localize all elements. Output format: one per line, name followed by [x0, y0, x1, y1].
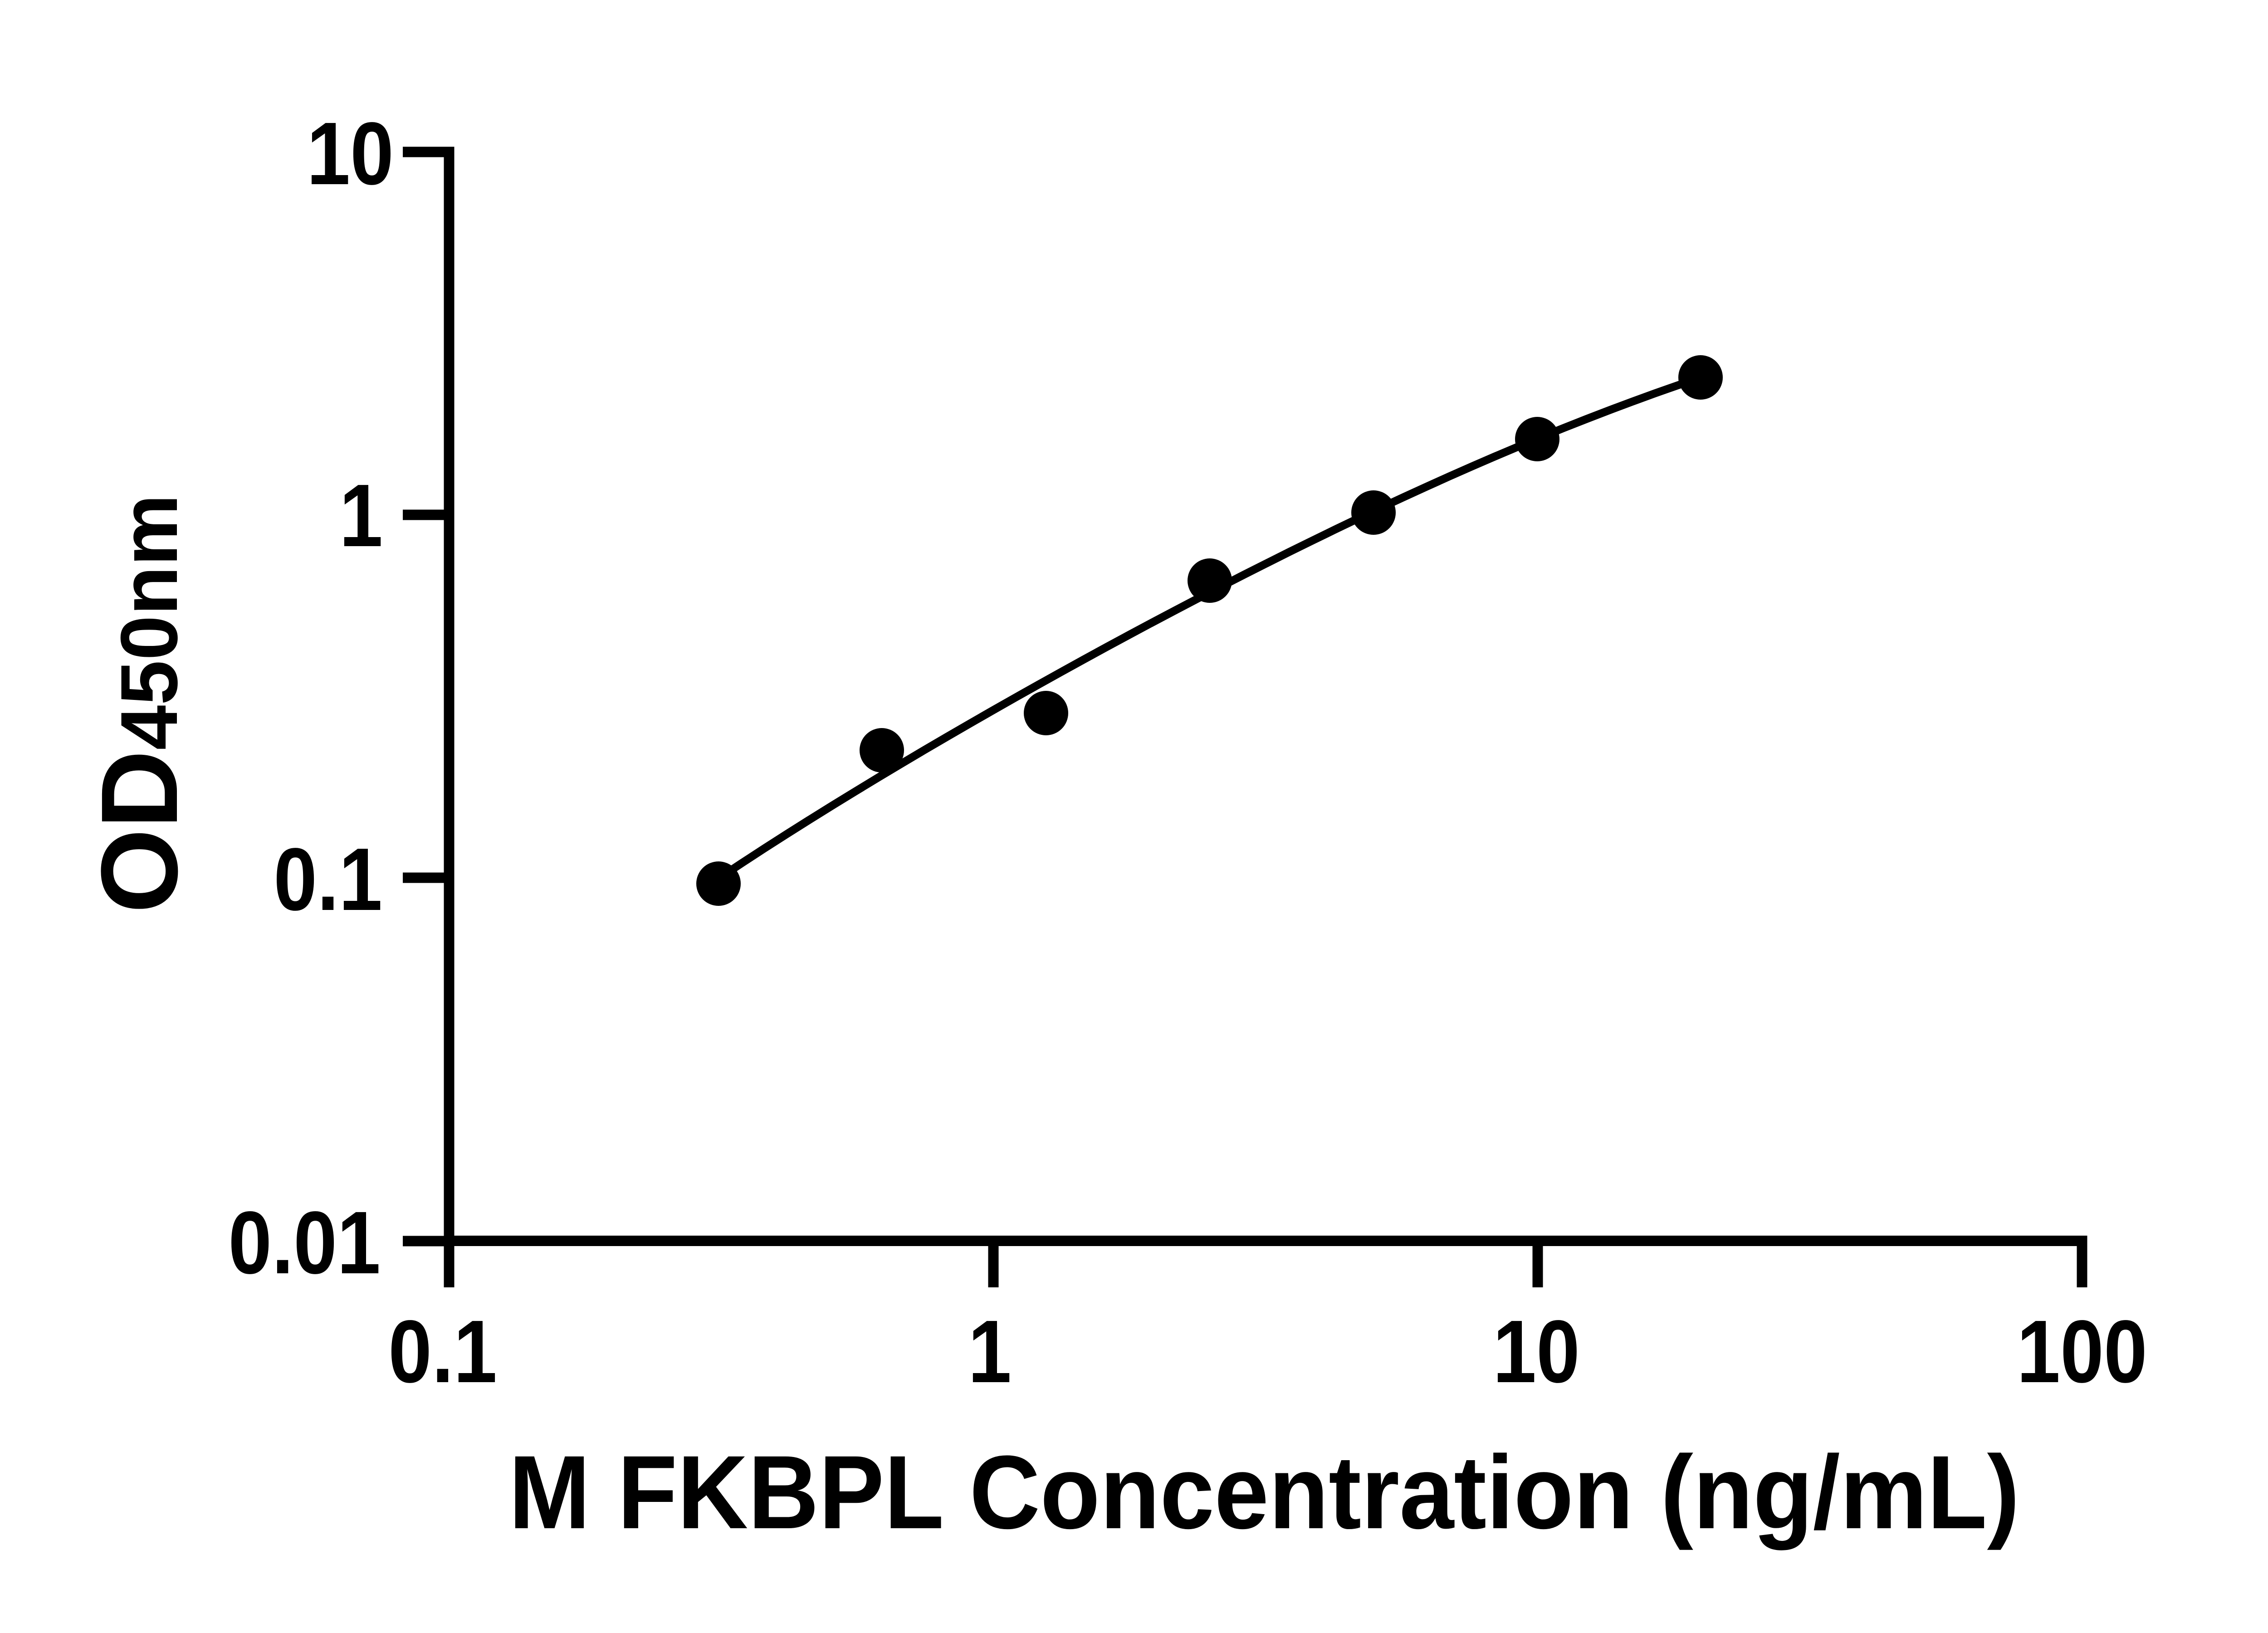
svg-text:10: 10 [307, 104, 394, 204]
svg-text:0.1: 0.1 [388, 1302, 497, 1402]
svg-text:100: 100 [2017, 1302, 2147, 1402]
svg-text:0.1: 0.1 [274, 830, 382, 929]
svg-text:0.01: 0.01 [228, 1193, 381, 1293]
svg-text:OD450nm: OD450nm [78, 494, 200, 914]
svg-text:M FKBPL Concentration (ng/mL): M FKBPL Concentration (ng/mL) [508, 1434, 2019, 1551]
svg-text:10: 10 [1493, 1302, 1580, 1402]
svg-text:1: 1 [968, 1302, 1012, 1402]
svg-text:1: 1 [339, 466, 383, 566]
